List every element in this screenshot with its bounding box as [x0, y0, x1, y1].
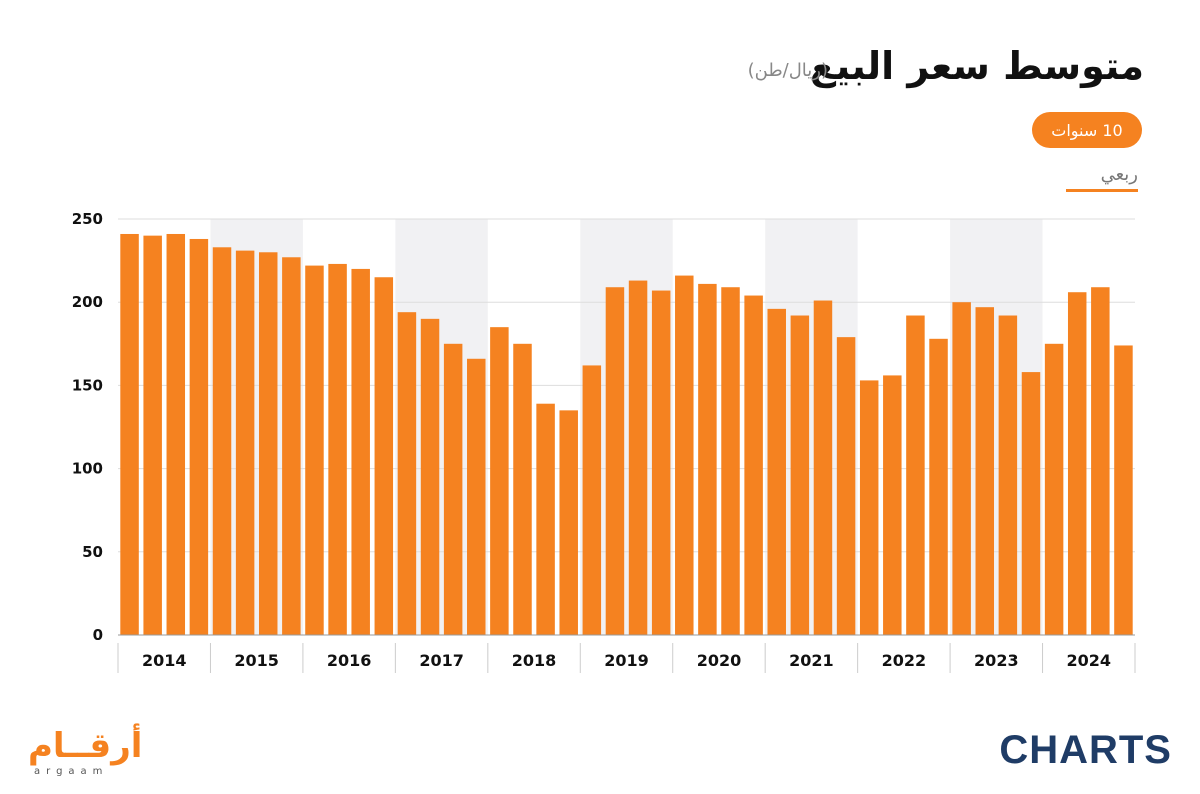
bar	[374, 277, 394, 635]
bar	[883, 375, 902, 635]
x-tick-label: 2019	[604, 651, 649, 670]
bar	[559, 410, 578, 635]
bar	[305, 265, 324, 635]
bar	[282, 257, 301, 635]
y-tick-label: 0	[93, 626, 103, 644]
bar	[1044, 343, 1064, 635]
bar	[582, 365, 602, 635]
tab-quarterly[interactable]: ربعي	[1066, 164, 1138, 192]
bar	[328, 263, 347, 635]
bar	[1091, 287, 1110, 635]
bar	[790, 315, 810, 635]
bar	[212, 247, 232, 635]
bar	[767, 308, 786, 635]
bar	[1114, 345, 1133, 635]
bar	[351, 268, 370, 635]
y-tick-label: 250	[72, 210, 103, 228]
bar	[513, 343, 532, 635]
range-10-years-button[interactable]: 10 سنوات	[1032, 112, 1142, 148]
x-tick-label: 2024	[1067, 651, 1112, 670]
bar	[929, 338, 948, 635]
bar	[859, 380, 879, 635]
bar	[467, 358, 486, 635]
bar	[836, 337, 856, 635]
bar	[605, 287, 625, 635]
bar	[721, 287, 740, 635]
x-tick-label: 2014	[142, 651, 187, 670]
argaam-logo-subtext: argaam	[34, 766, 109, 777]
x-tick-label: 2016	[327, 651, 372, 670]
y-tick-label: 200	[72, 293, 103, 311]
bar	[975, 307, 995, 635]
argaam-logo: أرقــام	[28, 726, 143, 766]
bar	[651, 290, 671, 635]
x-tick-label: 2018	[512, 651, 557, 670]
bar	[143, 235, 162, 635]
bar	[397, 312, 417, 635]
x-tick-label: 2015	[234, 651, 279, 670]
bar	[906, 315, 925, 635]
x-tick-label: 2023	[974, 651, 1019, 670]
bar	[1021, 372, 1041, 635]
y-tick-label: 100	[72, 460, 103, 478]
y-tick-label: 150	[72, 376, 103, 394]
x-tick-label: 2021	[789, 651, 834, 670]
bar	[120, 233, 139, 635]
bar	[235, 250, 255, 635]
chart-title: متوسط سعر البيع	[809, 44, 1144, 88]
x-tick-label: 2022	[882, 651, 927, 670]
bar	[166, 233, 186, 635]
bar	[813, 300, 833, 635]
bar	[443, 343, 463, 635]
bar	[744, 295, 763, 635]
x-tick-label: 2017	[419, 651, 464, 670]
bar	[258, 252, 278, 635]
bar	[536, 403, 555, 635]
bar	[490, 327, 509, 635]
unit-label: (ريال/طن)	[747, 60, 828, 81]
bar	[675, 275, 694, 635]
bar	[952, 302, 971, 635]
bar	[628, 280, 648, 635]
y-tick-label: 50	[82, 543, 103, 561]
bar	[420, 318, 440, 635]
bar	[189, 238, 209, 635]
bar	[1067, 292, 1087, 635]
bar	[698, 283, 717, 635]
bar	[998, 315, 1018, 635]
x-tick-label: 2020	[697, 651, 742, 670]
charts-logo: CHARTS	[999, 728, 1172, 772]
